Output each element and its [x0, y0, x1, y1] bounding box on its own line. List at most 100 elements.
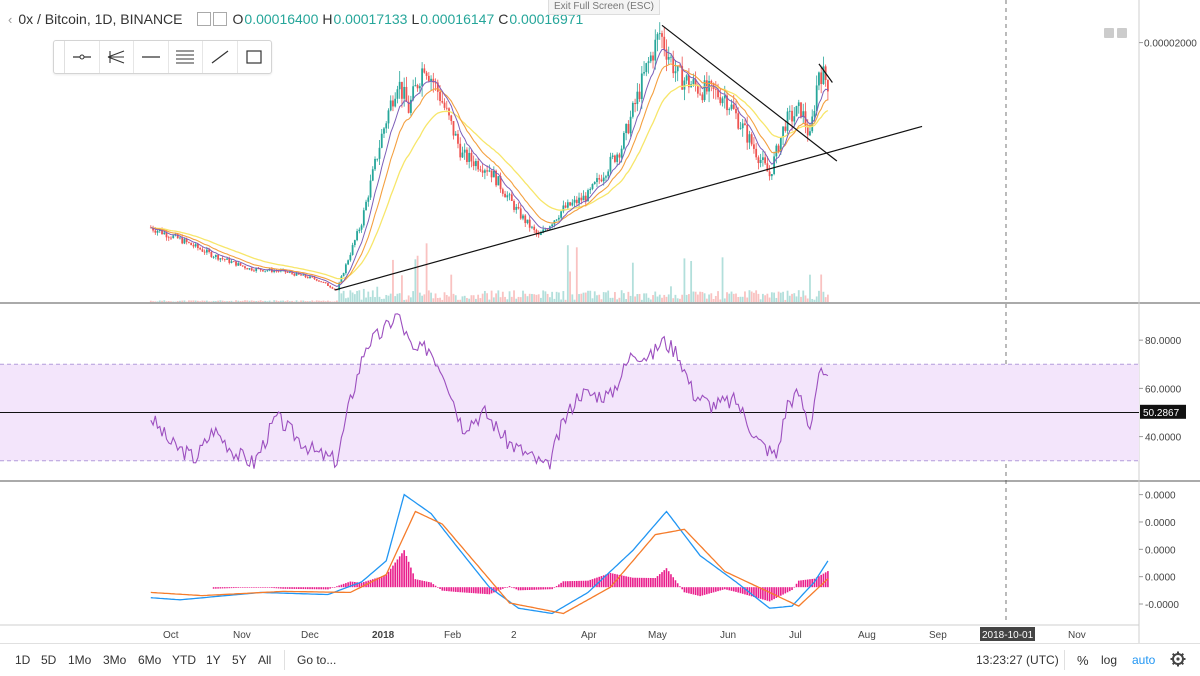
candle-body [760, 160, 762, 163]
volume-bar [226, 301, 228, 302]
volume-bar [352, 293, 354, 302]
macd-histogram-bar [726, 587, 728, 590]
macd-histogram-bar [654, 578, 656, 587]
volume-bar [518, 297, 520, 302]
candle-body [675, 71, 677, 73]
macd-histogram-bar [677, 583, 679, 587]
macd-histogram-bar [237, 587, 239, 588]
macd-histogram-bar [547, 587, 549, 589]
candle-body [381, 134, 383, 148]
range-5y-button[interactable]: 5Y [232, 653, 247, 667]
candle-body [625, 124, 627, 133]
volume-bar [401, 275, 403, 302]
time-tick-label: May [648, 630, 667, 641]
volume-bar [495, 293, 497, 302]
candle-body [455, 134, 457, 136]
hide-icon[interactable] [213, 12, 227, 26]
range-ytd-button[interactable]: YTD [172, 653, 196, 667]
candle-body [343, 273, 345, 276]
macd-histogram-bar [428, 582, 430, 587]
macd-histogram-bar [719, 587, 721, 590]
pitchfork-tool[interactable] [100, 41, 135, 73]
volume-bar [666, 297, 668, 302]
volume-bar [614, 292, 616, 302]
range-6mo-button[interactable]: 6Mo [138, 653, 161, 667]
volume-bar [385, 295, 387, 302]
macd-histogram-bar [560, 583, 562, 587]
candle-body [551, 224, 553, 226]
time-tick-label: Oct [163, 630, 179, 641]
macd-histogram-bar [661, 572, 663, 587]
range-3mo-button[interactable]: 3Mo [103, 653, 126, 667]
range-1d-button[interactable]: 1D [15, 653, 30, 667]
auto-scale-button[interactable]: auto [1132, 653, 1155, 667]
range-1y-button[interactable]: 1Y [206, 653, 221, 667]
horizontal-line-tool[interactable] [134, 41, 169, 73]
volume-bar [645, 293, 647, 302]
range-all-button[interactable]: All [258, 653, 271, 667]
macd-histogram-bar [585, 581, 587, 587]
chevron-left-icon[interactable]: ‹ [8, 12, 12, 27]
macd-histogram-bar [408, 562, 410, 587]
price-chart-canvas[interactable]: 0.000020000.000040000.000060000.00008000… [0, 0, 1200, 643]
candle-body [397, 89, 399, 99]
time-tick-label: Jun [720, 630, 736, 641]
scroll-down-icon[interactable] [1104, 28, 1114, 38]
macd-histogram-bar [542, 587, 544, 589]
candle-body [314, 277, 316, 279]
low-label: L [411, 11, 419, 27]
volume-bar [814, 300, 816, 302]
volume-bar [643, 293, 645, 302]
macd-histogram-bar [518, 587, 520, 590]
candle-body [289, 272, 291, 273]
macd-histogram-bar [800, 580, 802, 587]
trend-line-tool[interactable] [203, 41, 238, 73]
volume-bar [713, 299, 715, 302]
volume-bar [376, 287, 378, 302]
candle-body [697, 86, 699, 94]
candle-body [374, 159, 376, 169]
macd-histogram-bar [343, 584, 345, 587]
volume-bar [692, 292, 694, 302]
range-5d-button[interactable]: 5D [41, 653, 56, 667]
range-1mo-button[interactable]: 1Mo [68, 653, 91, 667]
settings-icon[interactable] [197, 12, 211, 26]
candle-body [515, 207, 517, 210]
macd-histogram-bar [589, 580, 591, 587]
scroll-up-icon[interactable] [1117, 28, 1127, 38]
symbol-title[interactable]: 0x / Bitcoin, 1D, BINANCE [18, 11, 182, 27]
rectangle-icon [243, 48, 265, 66]
fib-retracement-tool[interactable] [169, 41, 204, 73]
goto-date-button[interactable]: Go to... [297, 653, 336, 667]
volume-bar [672, 298, 674, 302]
macd-histogram-bar [410, 568, 412, 588]
utc-clock[interactable]: 13:23:27 (UTC) [976, 653, 1059, 667]
candle-body [650, 55, 652, 61]
exit-fullscreen-button[interactable]: Exit Full Screen (ESC) [548, 0, 660, 15]
volume-group [150, 243, 829, 302]
macd-histogram-bar [536, 587, 538, 590]
volume-bar [560, 300, 562, 302]
candle-body [296, 273, 298, 276]
horizontal-ray-tool[interactable] [65, 41, 100, 73]
volume-bar [287, 300, 289, 302]
volume-bar [264, 301, 266, 302]
macd-histogram-bar [390, 569, 392, 587]
macd-histogram-bar [388, 572, 390, 587]
log-scale-button[interactable]: log [1101, 653, 1117, 667]
candle-body [406, 87, 408, 102]
toolbar-grip-icon[interactable] [54, 41, 65, 73]
macd-histogram-bar [224, 587, 226, 588]
gear-icon[interactable] [1170, 651, 1186, 667]
macd-histogram-bar [648, 578, 650, 587]
percent-scale-button[interactable]: % [1077, 653, 1089, 668]
volume-bar [598, 295, 600, 302]
volume-bar [724, 298, 726, 302]
candle-body [569, 202, 571, 205]
candle-body [641, 74, 643, 99]
macd-histogram-bar [758, 587, 760, 598]
pitchfork-icon [105, 48, 127, 66]
volume-bar [201, 301, 203, 302]
volume-bar [206, 301, 208, 302]
rectangle-tool[interactable] [238, 41, 272, 73]
